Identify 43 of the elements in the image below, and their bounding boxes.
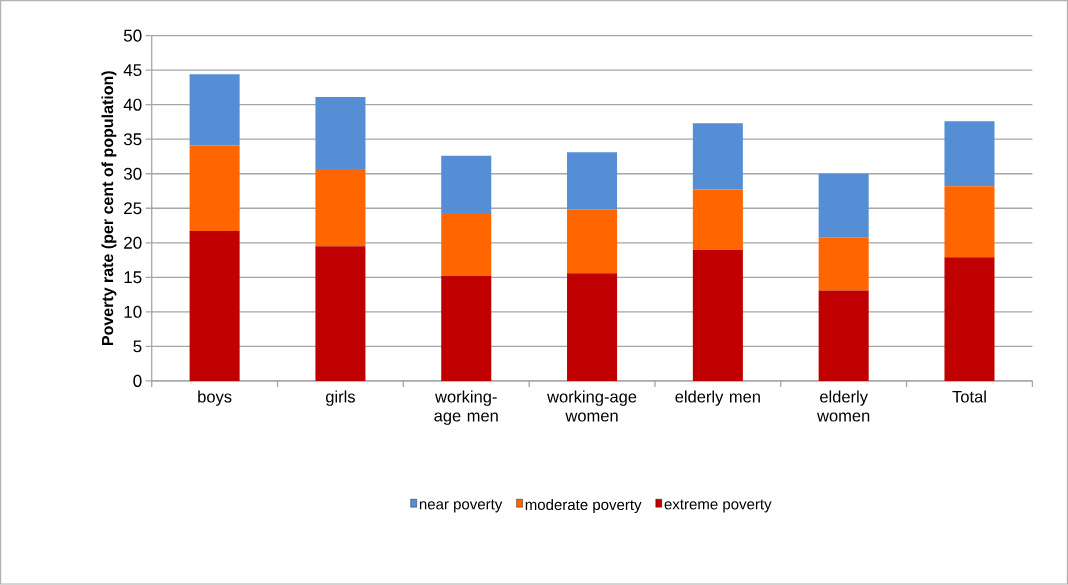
y-tick-label: 0 xyxy=(133,375,142,388)
bar xyxy=(315,246,366,382)
bar xyxy=(692,189,743,250)
x-tick-label: girls xyxy=(325,390,355,406)
bar xyxy=(441,155,492,214)
bar xyxy=(818,290,869,382)
x-tick-label: working-age men xyxy=(434,390,498,425)
y-tick-label: 30 xyxy=(123,167,142,180)
x-tick-label: elderly men xyxy=(675,390,760,406)
bar xyxy=(692,123,743,190)
bar xyxy=(189,74,240,146)
bar xyxy=(818,173,869,238)
y-tick-label: 45 xyxy=(123,64,142,77)
y-tick-label: 25 xyxy=(124,202,142,215)
x-tick-label: elderly women xyxy=(817,390,870,422)
y-tick-label: 40 xyxy=(123,98,142,111)
y-tick-label: 20 xyxy=(124,236,142,249)
bar xyxy=(315,169,366,247)
bar xyxy=(692,249,743,382)
x-tick-label: Total xyxy=(952,390,986,403)
bar xyxy=(944,121,995,187)
bar xyxy=(567,152,618,210)
y-axis-title: Poverty rate (per cent of population) xyxy=(101,71,117,346)
bar xyxy=(944,186,995,258)
bar xyxy=(315,97,366,170)
bar xyxy=(818,237,869,291)
x-tick-label: working-age women xyxy=(547,390,637,422)
bar xyxy=(441,276,492,382)
bar xyxy=(567,209,618,274)
bar xyxy=(567,273,618,382)
y-tick-label: 15 xyxy=(124,271,142,284)
y-tick-label: 50 xyxy=(123,29,142,42)
x-tick-label: boys xyxy=(198,390,232,406)
y-tick-label: 35 xyxy=(123,133,142,146)
bar xyxy=(189,145,240,232)
bar xyxy=(944,257,995,382)
y-tick-label: 5 xyxy=(133,340,142,353)
y-tick-label: 10 xyxy=(124,305,142,319)
bar xyxy=(441,213,492,277)
legend-label: moderate poverty xyxy=(525,499,642,514)
legend-label: extreme poverty xyxy=(664,499,772,513)
bar xyxy=(189,231,240,382)
legend-label: near poverty xyxy=(419,499,503,513)
